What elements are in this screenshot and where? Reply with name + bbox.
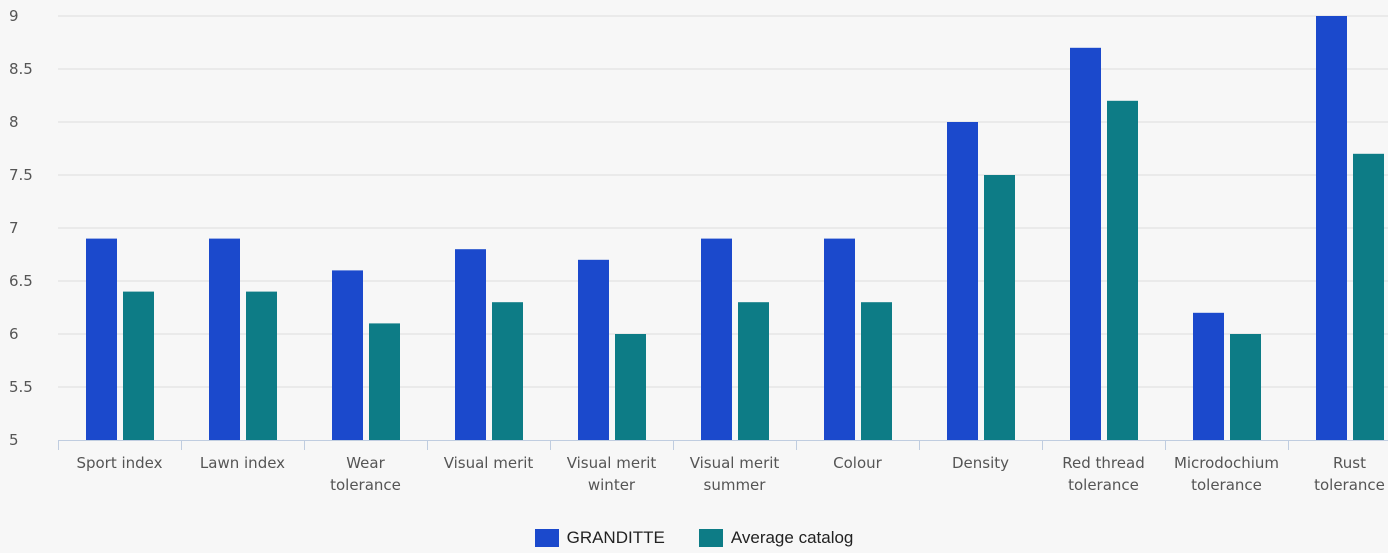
legend-item-granditte[interactable]: GRANDITTE <box>534 528 665 548</box>
bar-granditte[interactable] <box>1070 47 1101 441</box>
y-tick-label: 7 <box>9 219 19 237</box>
x-tick-label: tolerance <box>1314 476 1385 494</box>
bar-average-catalog[interactable] <box>984 175 1015 440</box>
legend-swatch-average-catalog <box>698 529 723 547</box>
x-tick-label: Microdochium <box>1174 454 1279 472</box>
bar-granditte[interactable] <box>947 122 978 440</box>
x-tick-label: Wear <box>346 454 385 472</box>
x-tick-label: Rust <box>1333 454 1366 472</box>
x-tick-label: summer <box>704 476 767 494</box>
bar-average-catalog[interactable] <box>615 334 646 440</box>
y-tick-label: 8 <box>9 113 19 131</box>
bar-granditte[interactable] <box>578 259 609 440</box>
bar-average-catalog[interactable] <box>492 302 523 440</box>
x-tick-label: winter <box>588 476 636 494</box>
legend-item-average-catalog[interactable]: Average catalog <box>698 528 854 548</box>
x-tick-label: Visual merit <box>444 454 534 472</box>
x-tick-label: Visual merit <box>690 454 780 472</box>
bar-granditte[interactable] <box>86 238 117 440</box>
y-tick-label: 6 <box>9 325 19 343</box>
x-tick-label: Sport index <box>76 454 162 472</box>
bars <box>86 16 1384 441</box>
bar-average-catalog[interactable] <box>738 302 769 440</box>
y-axis-ticks: 5 5.5 6 6.5 7 7.5 8 8.5 9 <box>9 7 33 449</box>
legend-label-granditte: GRANDITTE <box>566 528 665 547</box>
bar-granditte[interactable] <box>1193 312 1224 440</box>
legend: GRANDITTE Average catalog <box>0 528 1388 548</box>
bar-granditte[interactable] <box>824 238 855 440</box>
x-tick-label: tolerance <box>330 476 401 494</box>
legend-label-average-catalog: Average catalog <box>730 528 854 547</box>
y-tick-label: 5 <box>9 431 19 449</box>
x-tick-label: Colour <box>833 454 883 472</box>
bar-average-catalog[interactable] <box>1353 153 1384 441</box>
bar-granditte[interactable] <box>701 238 732 440</box>
x-tick-label: Density <box>952 454 1009 472</box>
bar-granditte[interactable] <box>332 270 363 440</box>
x-axis: Sport index Lawn index Wear tolerance Visual… <box>58 440 1388 494</box>
x-tick-label: Visual merit <box>567 454 657 472</box>
x-tick-label: tolerance <box>1191 476 1262 494</box>
y-tick-label: 7.5 <box>9 166 33 184</box>
bar-granditte[interactable] <box>1316 16 1347 440</box>
bar-average-catalog[interactable] <box>861 302 892 440</box>
y-tick-label: 5.5 <box>9 378 33 396</box>
bar-average-catalog[interactable] <box>246 291 277 440</box>
bar-granditte[interactable] <box>455 249 486 440</box>
x-tick-label: Red thread <box>1062 454 1144 472</box>
y-tick-label: 6.5 <box>9 272 33 290</box>
legend-swatch-granditte <box>534 529 559 547</box>
y-tick-label: 8.5 <box>9 60 33 78</box>
x-tick-label: Lawn index <box>200 454 285 472</box>
bar-average-catalog[interactable] <box>123 291 154 440</box>
bar-average-catalog[interactable] <box>369 323 400 440</box>
x-tick-label: tolerance <box>1068 476 1139 494</box>
bar-granditte[interactable] <box>209 238 240 440</box>
y-tick-label: 9 <box>9 7 19 25</box>
bar-average-catalog[interactable] <box>1107 100 1138 441</box>
bar-average-catalog[interactable] <box>1230 334 1261 440</box>
